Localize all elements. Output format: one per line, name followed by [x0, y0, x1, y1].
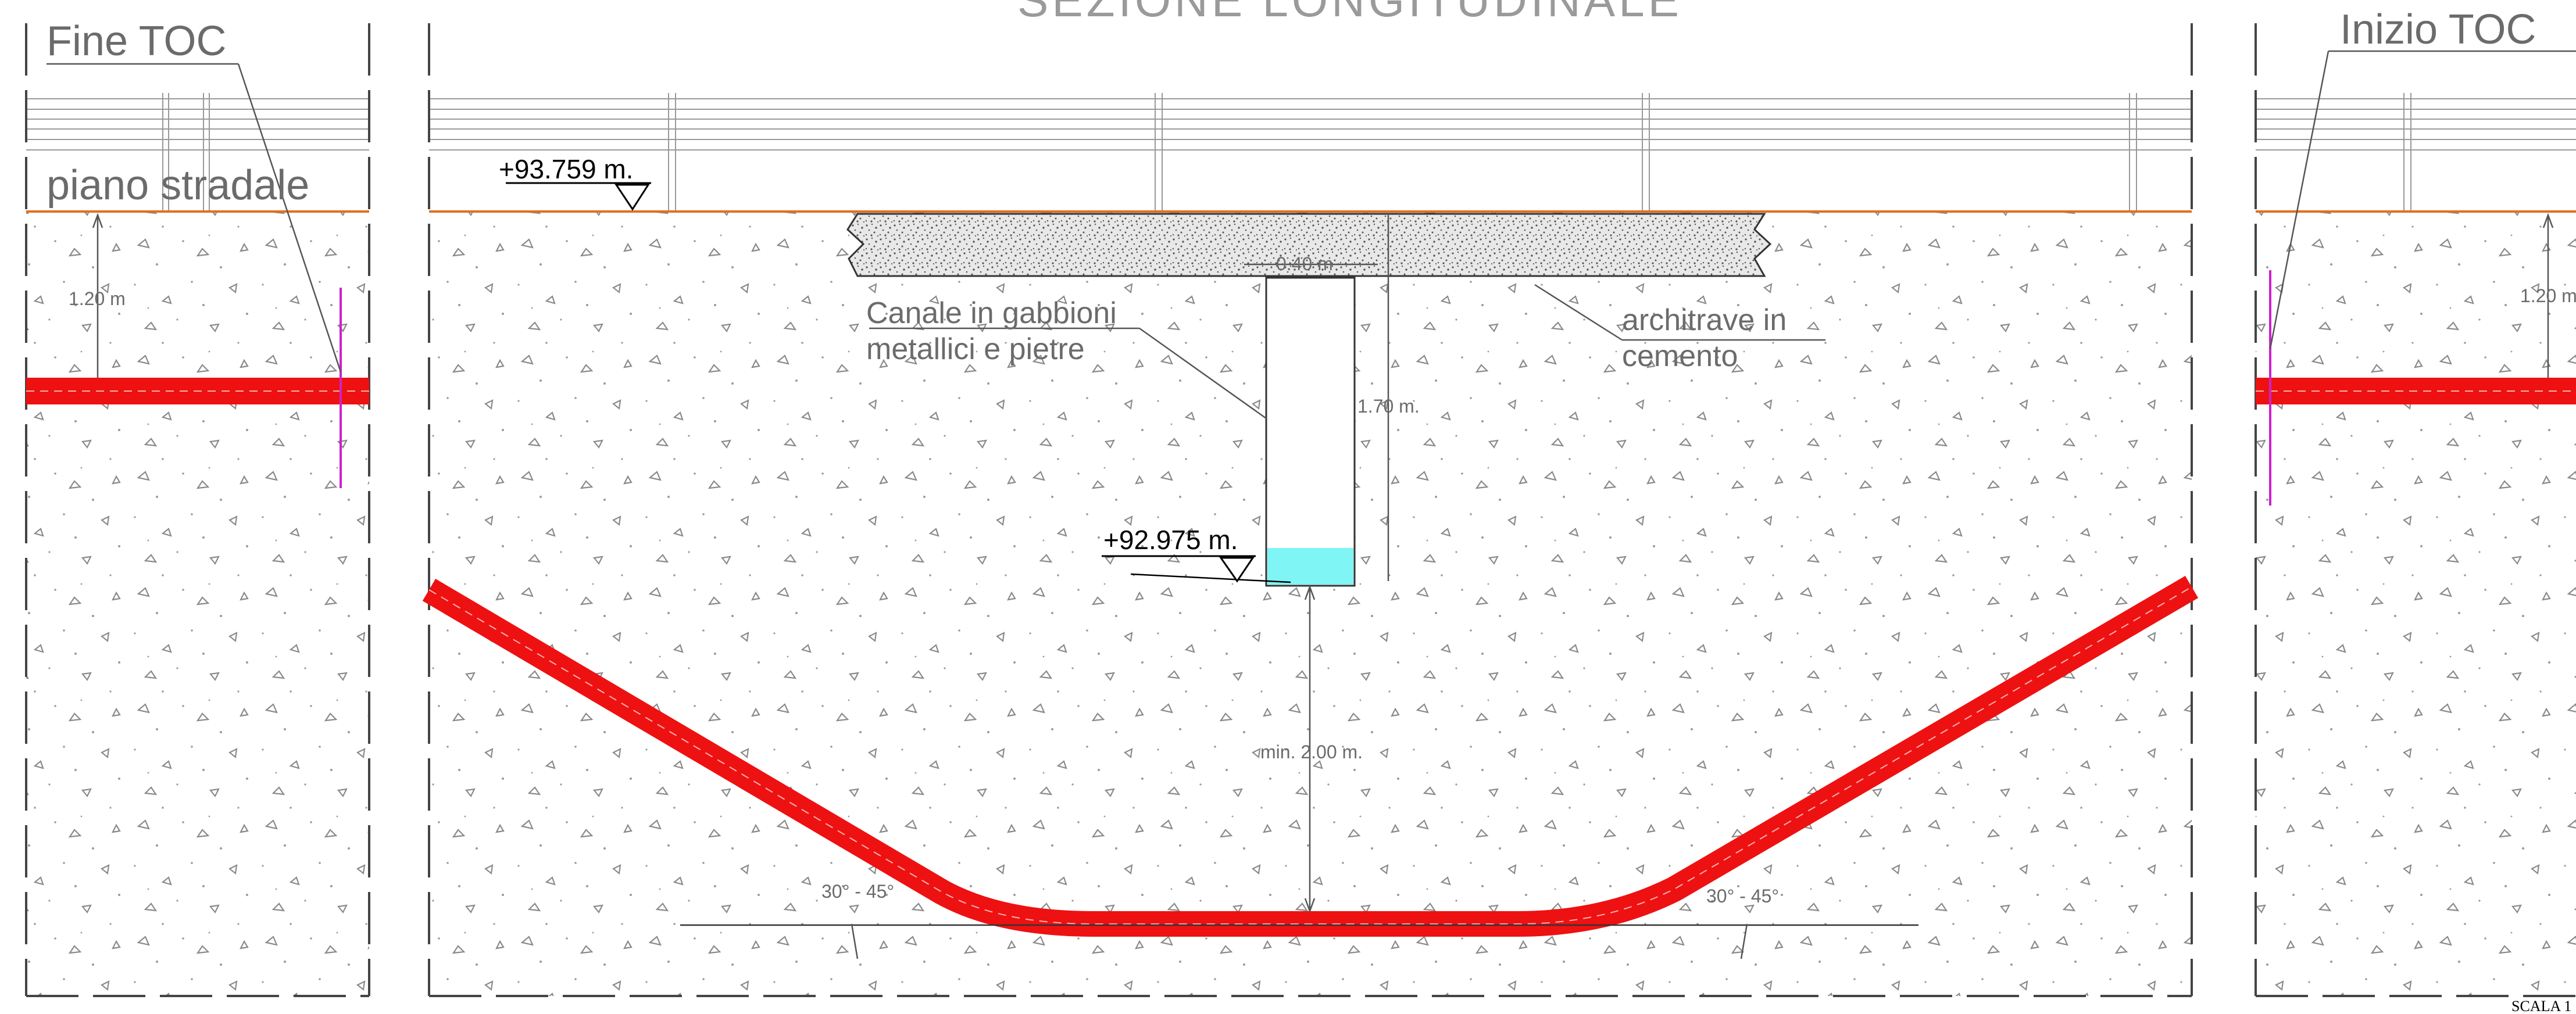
channel-water [1267, 548, 1353, 585]
scale-label: SCALA 1 [2511, 998, 2571, 1014]
angle-left-label: 30° - 45° [821, 881, 894, 902]
angle-right-label: 30° - 45° [1706, 886, 1779, 906]
channel-elevation-marker [1219, 557, 1255, 583]
min-clearance-label: min. 2.00 m. [1260, 741, 1363, 762]
right-cover-label: 1.20 m [2520, 285, 2576, 306]
architrave-label-line1: architrave in [1622, 303, 1787, 337]
canale-label-line1: Canale in gabbioni [866, 296, 1117, 330]
inizio-toc-label: Inizio TOC [2340, 6, 2536, 53]
channel-width-label: 0.40 m [1276, 253, 1333, 274]
drawing-title: SEZIONE LONGITUDINALE [1017, 0, 1682, 26]
main-pipe-centerline [428, 586, 2192, 925]
left-soil [26, 212, 369, 996]
road-elevation-marker [614, 184, 650, 211]
right-panel: 1.20 m Inizio TOC SCALA 1 [2255, 6, 2576, 1014]
channel-depth-label: 1.70 m. [1357, 396, 1420, 417]
piano-stradale-label: piano stradale [47, 162, 309, 209]
architrave-leader [1534, 284, 1623, 341]
canale-label-line2: metallici e pietre [866, 332, 1085, 366]
left-panel: 1.20 m Fine TOC piano stradale [25, 18, 370, 997]
road-elevation-label: +93.759 m. [499, 154, 633, 184]
channel-elevation-label: +92.975 m. [1103, 525, 1238, 555]
right-leader [2269, 51, 2330, 349]
left-guardrail [26, 93, 369, 212]
channel-box [1265, 277, 1356, 587]
left-leader [237, 63, 342, 372]
right-guardrail [2256, 93, 2576, 212]
architrave-slab [846, 213, 1772, 277]
architrave-label-line2: cemento [1622, 339, 1738, 373]
main-section: 0.40 m 1.70 m. 30° - 45° 30° - 45° min. … [422, 23, 2199, 997]
right-soil [2256, 212, 2576, 996]
fine-toc-label: Fine TOC [47, 18, 226, 65]
main-guardrail [429, 93, 2192, 212]
left-cover-label: 1.20 m [69, 288, 126, 309]
